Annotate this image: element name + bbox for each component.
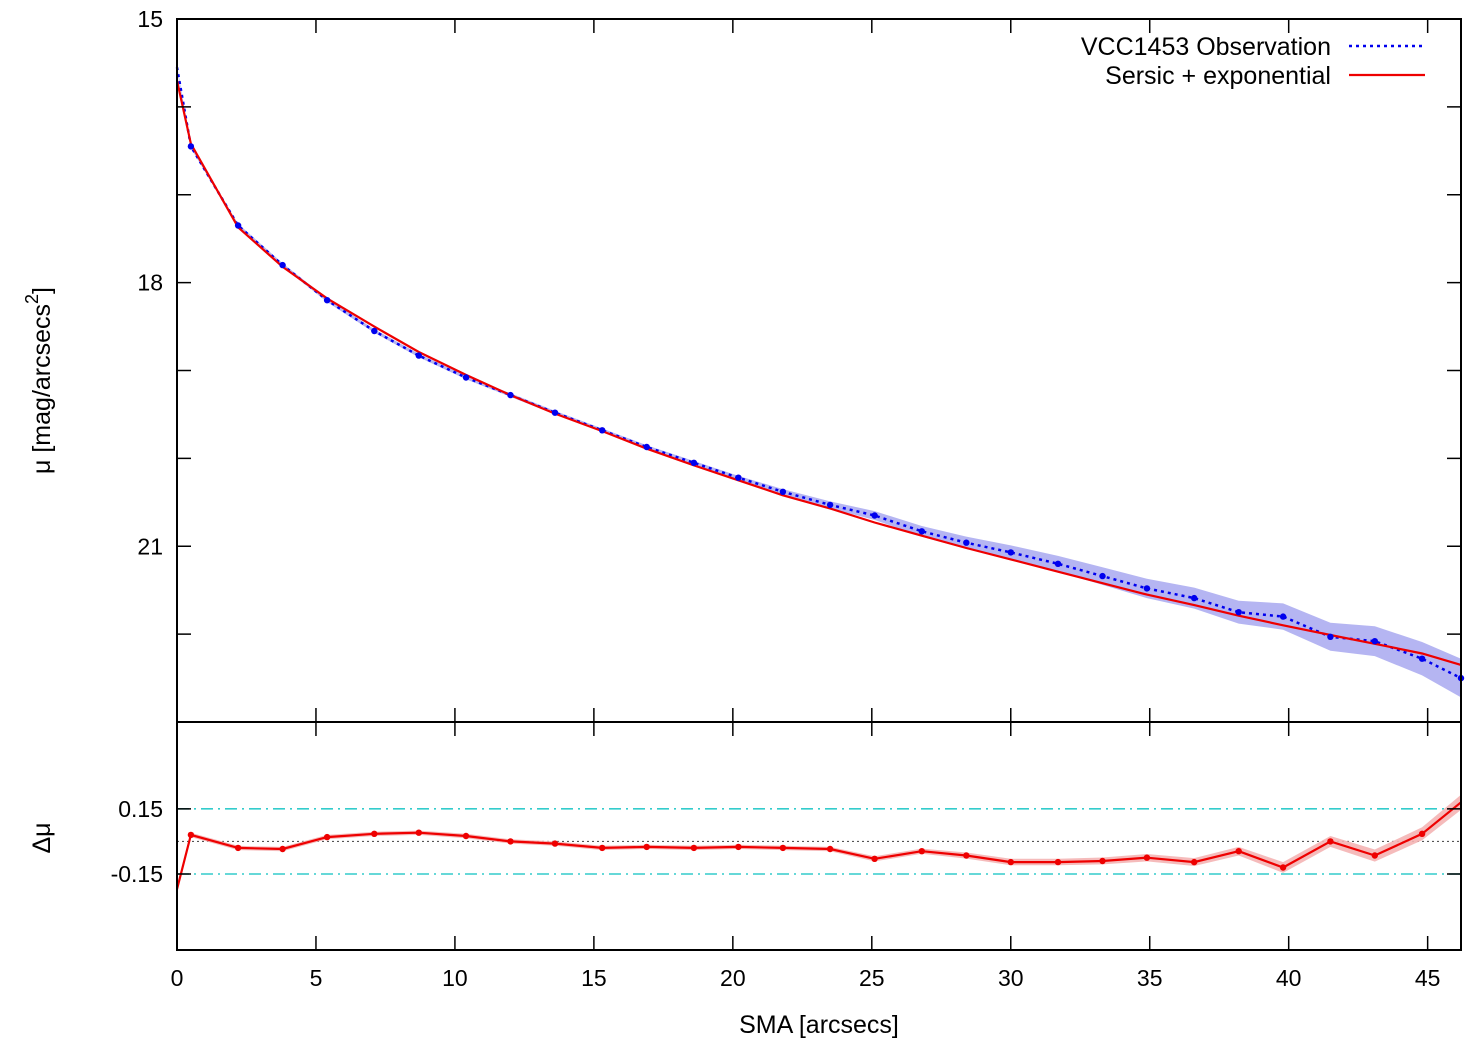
residual-point [1143, 854, 1151, 861]
observation-point [826, 501, 834, 509]
residual-point [551, 840, 559, 847]
lower-panel: 0.15 -0.15 Δμ [28, 721, 1462, 951]
upper-y-axis-label: μ [mag/arcsecs2] [22, 287, 56, 474]
observation-point [462, 374, 470, 381]
residual-point [918, 848, 925, 855]
x-tick-label: 35 [1137, 965, 1163, 991]
observation-point [1143, 585, 1151, 592]
lower-plot-frame [176, 721, 1462, 951]
residual-point [371, 830, 378, 837]
upper-panel: 15 18 21 μ [mag/arcsecs2] VCC1453 Observat… [22, 6, 1465, 723]
observation-point [371, 327, 378, 335]
residual-point [415, 829, 422, 836]
upper-axis-ticks [176, 18, 1461, 722]
observation-point [507, 391, 514, 399]
x-tick-label: 15 [581, 965, 607, 991]
observation-point [963, 539, 970, 546]
residual-point [963, 852, 970, 859]
x-tick-label: 20 [720, 965, 746, 991]
residual-point [1099, 857, 1106, 865]
observation-error-band [177, 65, 1461, 698]
x-tick-label: 0 [171, 965, 184, 991]
residual-point [1418, 830, 1426, 837]
residual-series-line [175, 801, 1462, 890]
observation-point [1279, 613, 1287, 620]
x-tick-labels: 0 5 10 15 20 25 30 35 40 45 [171, 965, 1441, 991]
observation-point [871, 512, 878, 519]
observation-point [551, 409, 559, 416]
series-line-model [175, 80, 1462, 666]
residual-point [462, 832, 470, 840]
x-tick-label: 10 [442, 965, 468, 991]
residual-point [507, 838, 514, 845]
observation-point [234, 222, 242, 229]
reference-lines [177, 808, 1461, 875]
observation-point [779, 488, 787, 495]
observation-point [187, 143, 195, 150]
observation-point [1418, 655, 1426, 662]
x-tick-label: 40 [1276, 965, 1302, 991]
residual-point [599, 844, 606, 852]
observation-point [735, 474, 742, 481]
residual-points [187, 829, 1426, 871]
residual-point [187, 831, 195, 839]
x-axis-label: SMA [arcsecs] [739, 1011, 899, 1039]
residual-point [826, 845, 834, 853]
x-tick-label: 30 [998, 965, 1024, 991]
observation-point [690, 459, 698, 466]
observation-point [1371, 638, 1379, 645]
residual-point [871, 855, 878, 862]
observation-points [187, 143, 1465, 682]
observation-point [1054, 560, 1062, 567]
residual-point [1054, 858, 1062, 866]
y-tick-label: 15 [137, 6, 163, 32]
observation-point [415, 352, 422, 359]
residual-point [690, 844, 698, 852]
residual-point [779, 844, 787, 852]
residual-point [279, 845, 286, 853]
residual-point [735, 843, 742, 851]
observation-point [279, 261, 286, 269]
observation-point [643, 443, 650, 451]
observation-point [1235, 609, 1242, 616]
residual-point [234, 844, 242, 852]
residual-point [1371, 852, 1379, 859]
observation-band-area [177, 65, 1461, 698]
observation-point [1327, 633, 1334, 640]
residual-point [323, 833, 331, 841]
x-tick-label: 25 [859, 965, 885, 991]
upper-y-tick-labels: 15 18 21 [137, 6, 163, 559]
y-tick-label: -0.15 [111, 861, 163, 887]
lower-axis-ticks [176, 722, 1461, 950]
residual-point [1235, 848, 1242, 855]
x-tick-label: 5 [310, 965, 323, 991]
observation-point [323, 297, 331, 304]
residual-point [1279, 864, 1287, 871]
residual-point [1327, 838, 1334, 845]
y-tick-label: 18 [137, 270, 163, 296]
legend-label-observation: VCC1453 Observation [1081, 33, 1331, 61]
lower-y-axis-label: Δμ [28, 822, 56, 853]
observation-point [918, 528, 925, 535]
upper-series-lines [175, 67, 1462, 680]
y-tick-label: 0.15 [118, 796, 163, 822]
residual-point [643, 843, 650, 851]
series-line-observation [175, 67, 1462, 680]
y-tick-label: 21 [137, 533, 163, 559]
observation-point [599, 427, 606, 434]
legend-label-model: Sersic + exponential [1105, 62, 1331, 90]
residual-line [175, 801, 1462, 890]
lower-y-tick-labels: 0.15 -0.15 [111, 796, 163, 887]
legend: VCC1453 Observation Sersic + exponential [1081, 33, 1425, 90]
residual-point [1007, 858, 1014, 866]
residual-point [1191, 858, 1198, 866]
observation-point [1099, 572, 1106, 580]
observation-point [1007, 549, 1014, 556]
observation-point [1191, 594, 1198, 602]
x-tick-label: 45 [1415, 965, 1441, 991]
